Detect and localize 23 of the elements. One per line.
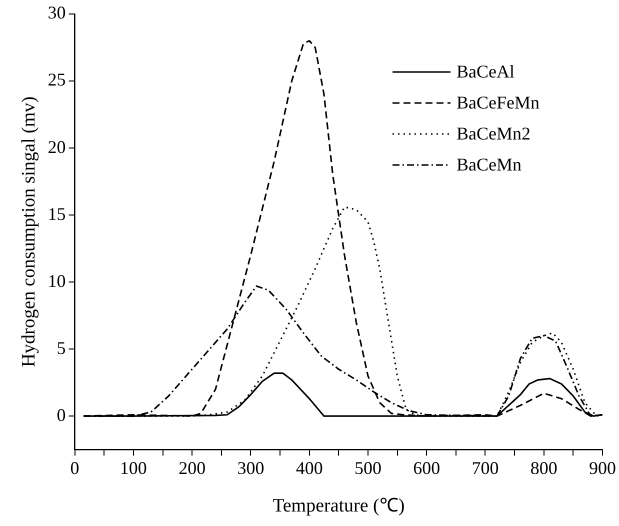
x-tick-label: 400 xyxy=(296,458,323,478)
y-tick-label: 20 xyxy=(48,136,66,157)
legend-label: BaCeMn xyxy=(456,154,522,175)
x-tick-label: 900 xyxy=(589,458,616,478)
x-tick-label: 800 xyxy=(530,458,558,478)
y-tick-label: 15 xyxy=(48,204,66,224)
x-tick-label: 0 xyxy=(70,458,80,478)
x-tick-label: 600 xyxy=(413,458,440,478)
y-tick-label: 10 xyxy=(48,270,66,291)
legend-label: BaCeMn2 xyxy=(456,124,530,144)
legend-label: BaCeAl xyxy=(456,62,514,82)
y-tick-label: 5 xyxy=(56,338,66,358)
y-tick-label: 25 xyxy=(48,70,66,90)
x-tick-label: 700 xyxy=(472,458,499,478)
x-axis-title: Temperature (℃) xyxy=(272,496,405,517)
x-tick-label: 200 xyxy=(178,458,206,478)
legend-label: BaCeFeMn xyxy=(456,92,540,113)
x-tick-label: 100 xyxy=(120,458,147,478)
y-axis-title: Hydrogen consumption singal (mv) xyxy=(18,96,40,368)
y-tick-label: 30 xyxy=(48,2,66,23)
y-tick-label: 0 xyxy=(56,404,66,425)
x-tick-label: 500 xyxy=(354,458,382,478)
x-tick-label: 300 xyxy=(237,458,264,478)
